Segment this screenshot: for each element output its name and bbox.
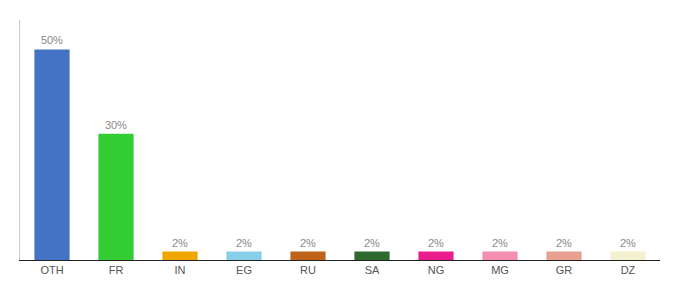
- svg-text:RU: RU: [300, 264, 316, 276]
- svg-text:2%: 2%: [236, 237, 252, 249]
- svg-text:2%: 2%: [620, 237, 636, 249]
- svg-text:2%: 2%: [492, 237, 508, 249]
- svg-text:GR: GR: [556, 264, 573, 276]
- svg-text:2%: 2%: [300, 237, 316, 249]
- svg-text:2%: 2%: [428, 237, 444, 249]
- svg-text:MG: MG: [491, 264, 509, 276]
- svg-text:SA: SA: [365, 264, 380, 276]
- svg-text:2%: 2%: [172, 237, 188, 249]
- svg-text:50%: 50%: [41, 34, 63, 46]
- svg-text:IN: IN: [175, 264, 186, 276]
- svg-text:NG: NG: [428, 264, 445, 276]
- svg-text:2%: 2%: [556, 237, 572, 249]
- svg-text:DZ: DZ: [621, 264, 636, 276]
- svg-text:EG: EG: [236, 264, 252, 276]
- svg-text:30%: 30%: [105, 119, 127, 131]
- svg-text:OTH: OTH: [40, 264, 63, 276]
- svg-text:FR: FR: [109, 264, 124, 276]
- svg-text:2%: 2%: [364, 237, 380, 249]
